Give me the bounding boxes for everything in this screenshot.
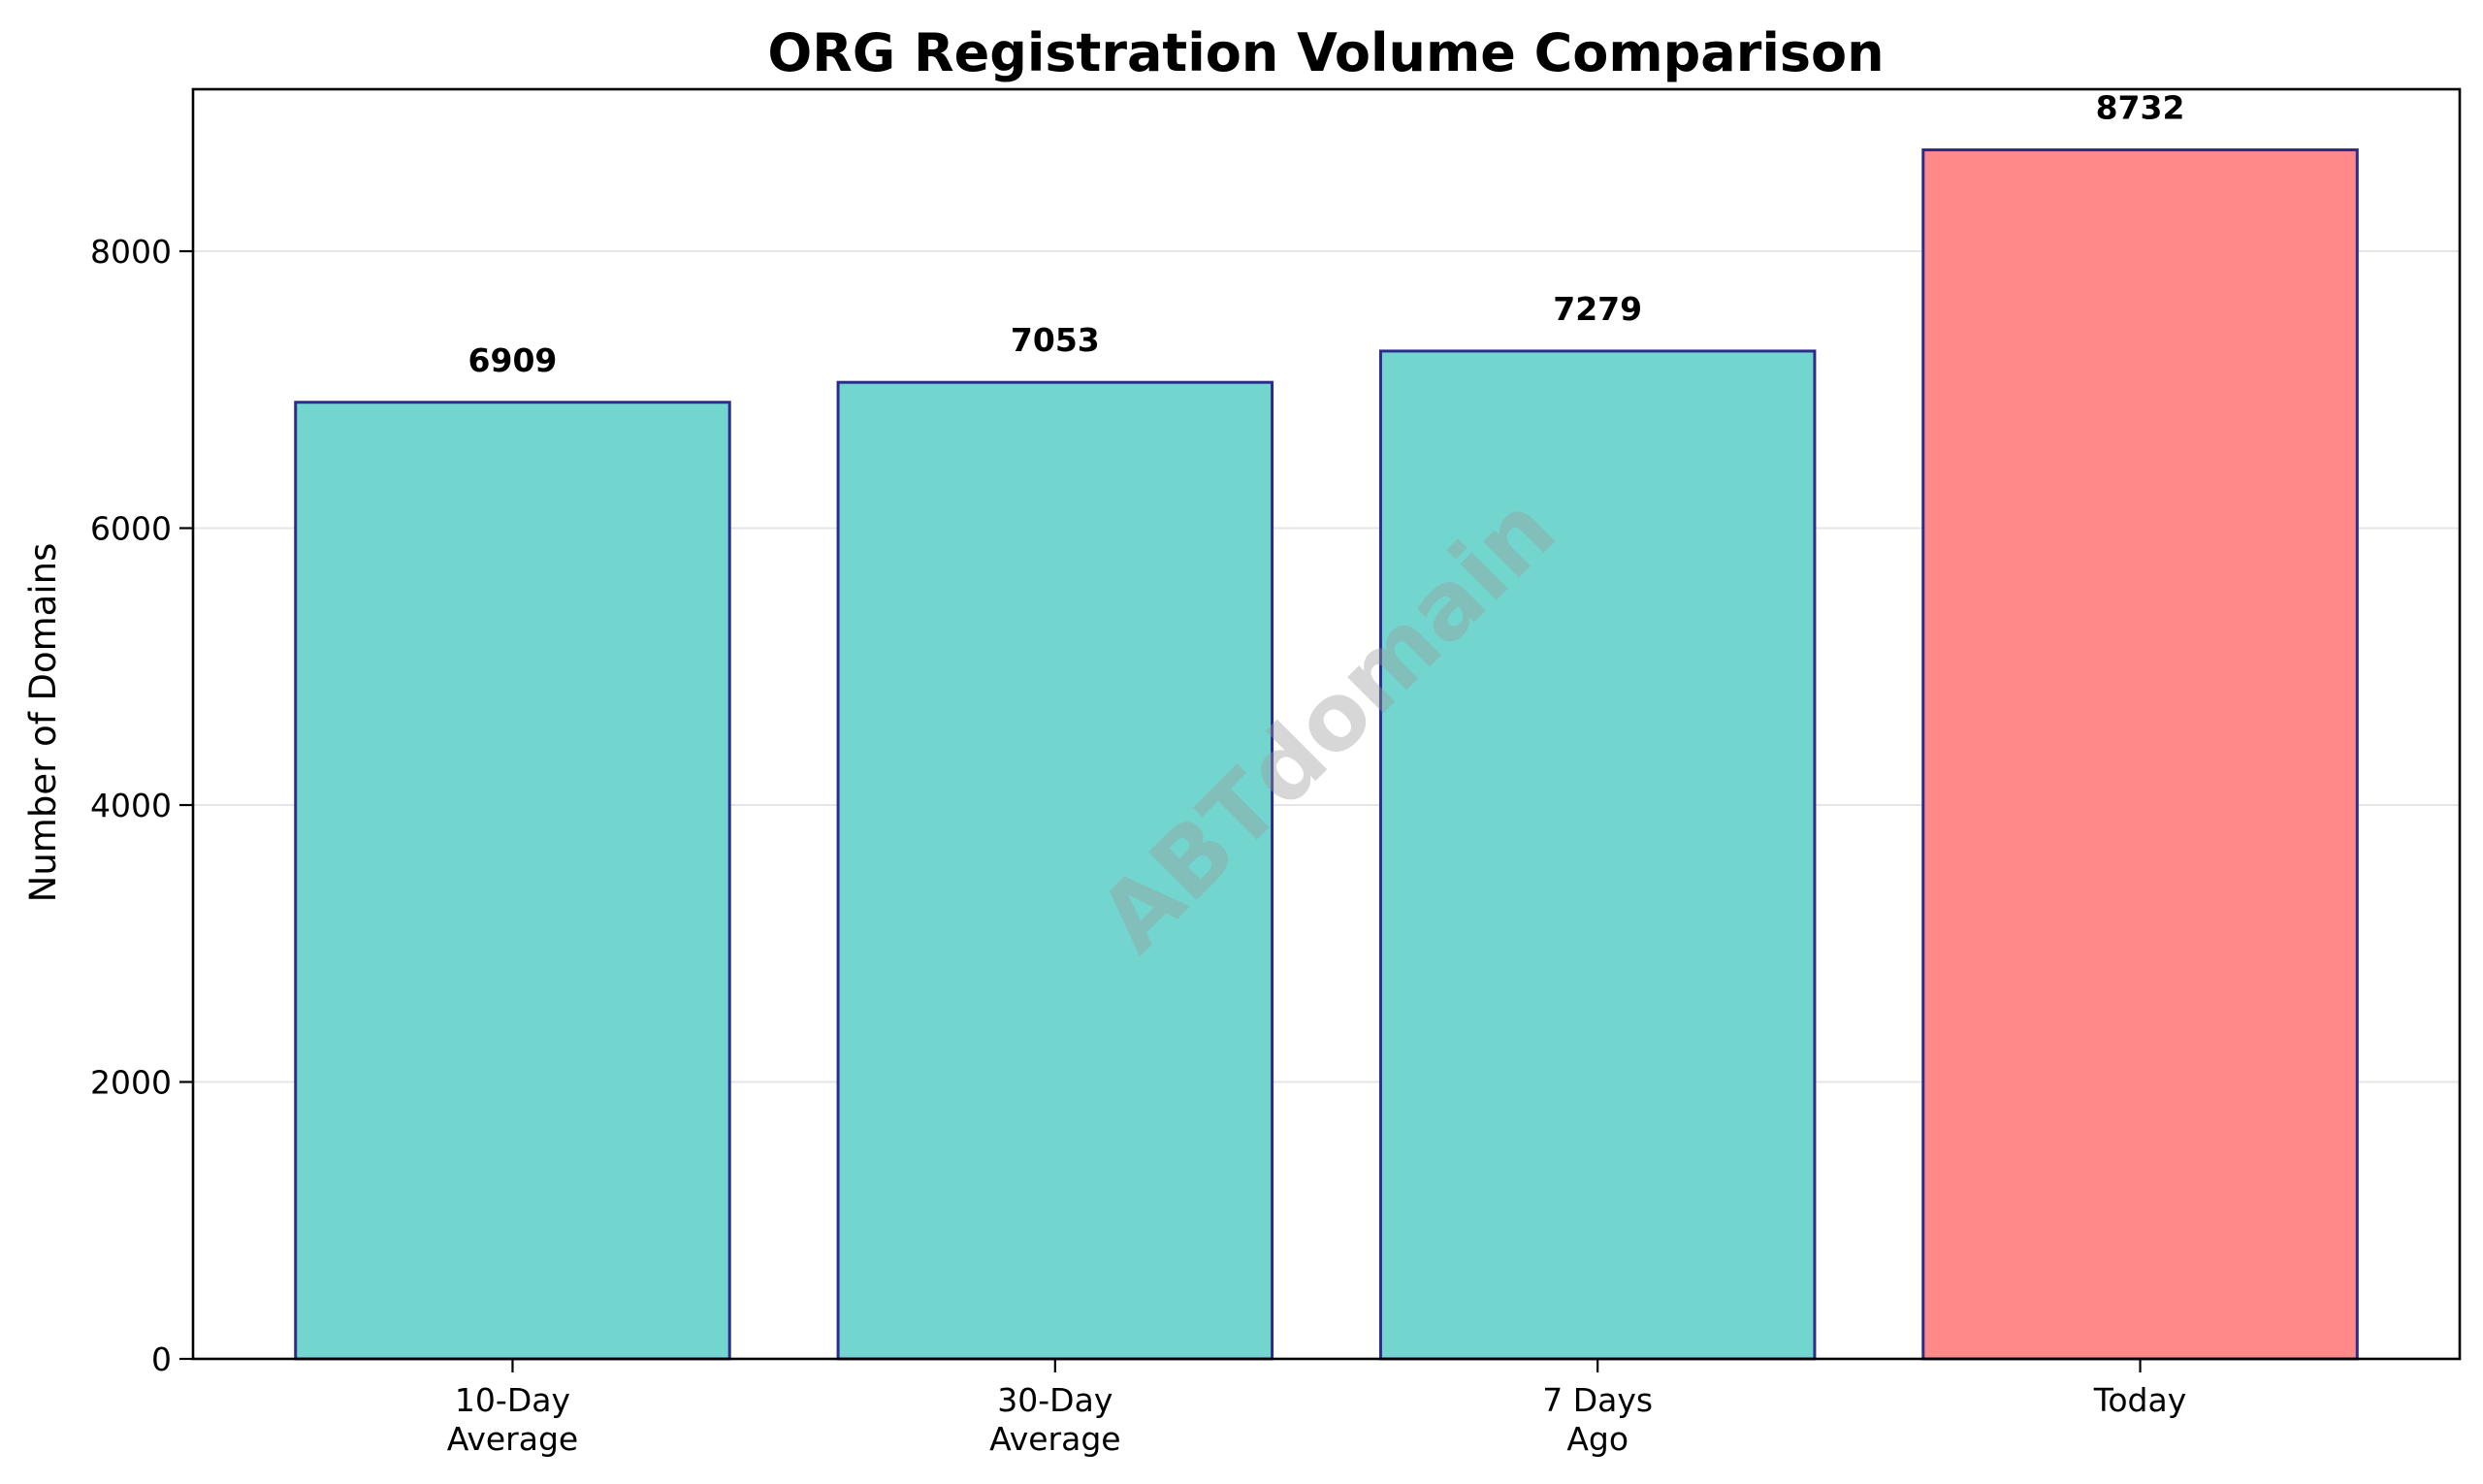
bar — [1921, 148, 2359, 1361]
bar-value-label: 6909 — [468, 341, 558, 379]
x-tick-label: 7 Days — [1542, 1381, 1653, 1419]
y-tick-label: 2000 — [90, 1064, 172, 1102]
y-tick-label: 4000 — [90, 787, 172, 824]
bar-value-label: 8732 — [2096, 89, 2185, 127]
y-tick-label: 0 — [151, 1340, 172, 1378]
x-tick-label: Average — [989, 1420, 1121, 1458]
bars — [294, 148, 2359, 1361]
y-tick-label: 6000 — [90, 510, 172, 548]
value-labels: 6909 7053 7279 8732 — [468, 89, 2185, 379]
x-tick-label: Average — [447, 1420, 579, 1458]
x-tick-label: Today — [2093, 1381, 2186, 1419]
y-axis: 0 2000 4000 6000 8000 — [90, 233, 193, 1378]
x-tick-label: 30-Day — [997, 1381, 1113, 1419]
chart-title: ORG Registration Volume Comparison — [767, 22, 1884, 83]
bar-value-label: 7279 — [1553, 290, 1642, 328]
y-axis-label: Number of Domains — [22, 543, 64, 903]
plot-area-frame — [191, 87, 2462, 1361]
bar — [294, 401, 731, 1361]
x-tick-label: 10-Day — [455, 1381, 570, 1419]
bar-value-label: 7053 — [1011, 321, 1100, 359]
y-tick-label: 8000 — [90, 233, 172, 271]
x-tick-label: Ago — [1566, 1420, 1628, 1458]
bar — [1378, 349, 1817, 1361]
